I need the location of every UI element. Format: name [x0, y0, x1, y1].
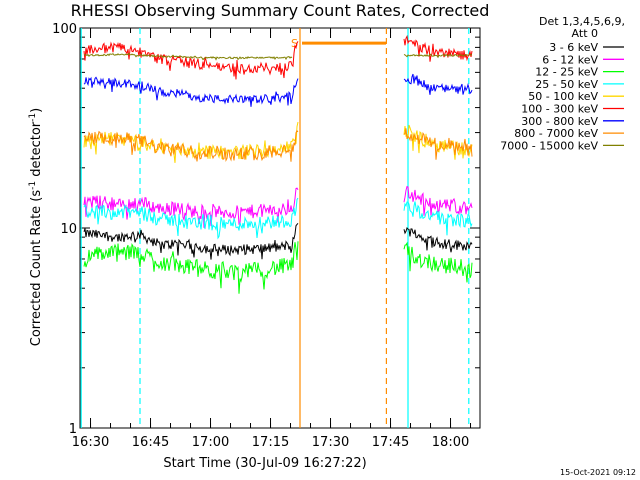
legend-label-1: 6 - 12 keV: [542, 53, 598, 66]
series-line-after-7: [403, 128, 473, 160]
generation-timestamp: 15-Oct-2021 09:12: [560, 468, 636, 477]
series-line-2: [83, 241, 299, 294]
x-tick-label-1: 16:45: [132, 435, 169, 450]
x-tick-label-3: 17:15: [252, 435, 289, 450]
series-line-after-0: [403, 226, 473, 253]
y-tick-label-0: 1: [69, 422, 77, 437]
y-axis-label: Corrected Count Rate (s-1 detector-1): [28, 108, 44, 346]
legend-label-0: 3 - 6 keV: [549, 41, 598, 54]
y-tick-label-1: 10: [60, 222, 77, 237]
x-tick-label-0: 16:30: [72, 435, 109, 450]
series-line-after-1: [403, 185, 473, 217]
y-tick-label-2: 100: [52, 22, 77, 37]
legend-label-4: 50 - 100 keV: [528, 90, 598, 103]
saa-flag-label: S: [291, 37, 298, 50]
x-axis-label: Start Time (30-Jul-09 16:27:22): [163, 456, 366, 471]
legend-label-2: 12 - 25 keV: [535, 66, 598, 79]
series-line-after-5: [403, 34, 473, 62]
plot-area: 1 10 100 16:30 16:45 17:00 17:15 17:30 17:45 18:0…: [52, 22, 481, 450]
series-line-after-8: [403, 53, 473, 59]
series-line-6: [83, 76, 299, 107]
series-line-after-6: [403, 73, 473, 95]
legend-label-6: 300 - 800 keV: [521, 115, 598, 128]
x-tick-label-4: 17:30: [312, 435, 349, 450]
chart-title: RHESSI Observing Summary Count Rates, Co…: [71, 1, 490, 20]
series-line-8: [84, 52, 293, 61]
legend-label-5: 100 - 300 keV: [521, 103, 598, 116]
legend-header-detectors: Det 1,3,4,5,6,9,: [539, 15, 625, 28]
series-line-3: [83, 197, 299, 240]
legend-label-3: 25 - 50 keV: [535, 78, 598, 91]
series-line-1: [83, 187, 299, 228]
series-line-after-4: [403, 124, 473, 160]
x-tick-label-5: 17:45: [372, 435, 409, 450]
series-line-7: [83, 129, 299, 163]
legend-label-8: 7000 - 15000 keV: [500, 139, 598, 152]
series-line-after-3: [403, 201, 473, 236]
x-tick-label-6: 18:00: [432, 435, 469, 450]
series-line-after-2: [403, 241, 473, 283]
legend-label-7: 800 - 7000 keV: [514, 127, 598, 140]
x-tick-label-2: 17:00: [192, 435, 229, 450]
series-line-5: [83, 41, 299, 80]
series-line-0: [83, 223, 299, 260]
legend-header-attenuator: Att 0: [572, 27, 598, 40]
